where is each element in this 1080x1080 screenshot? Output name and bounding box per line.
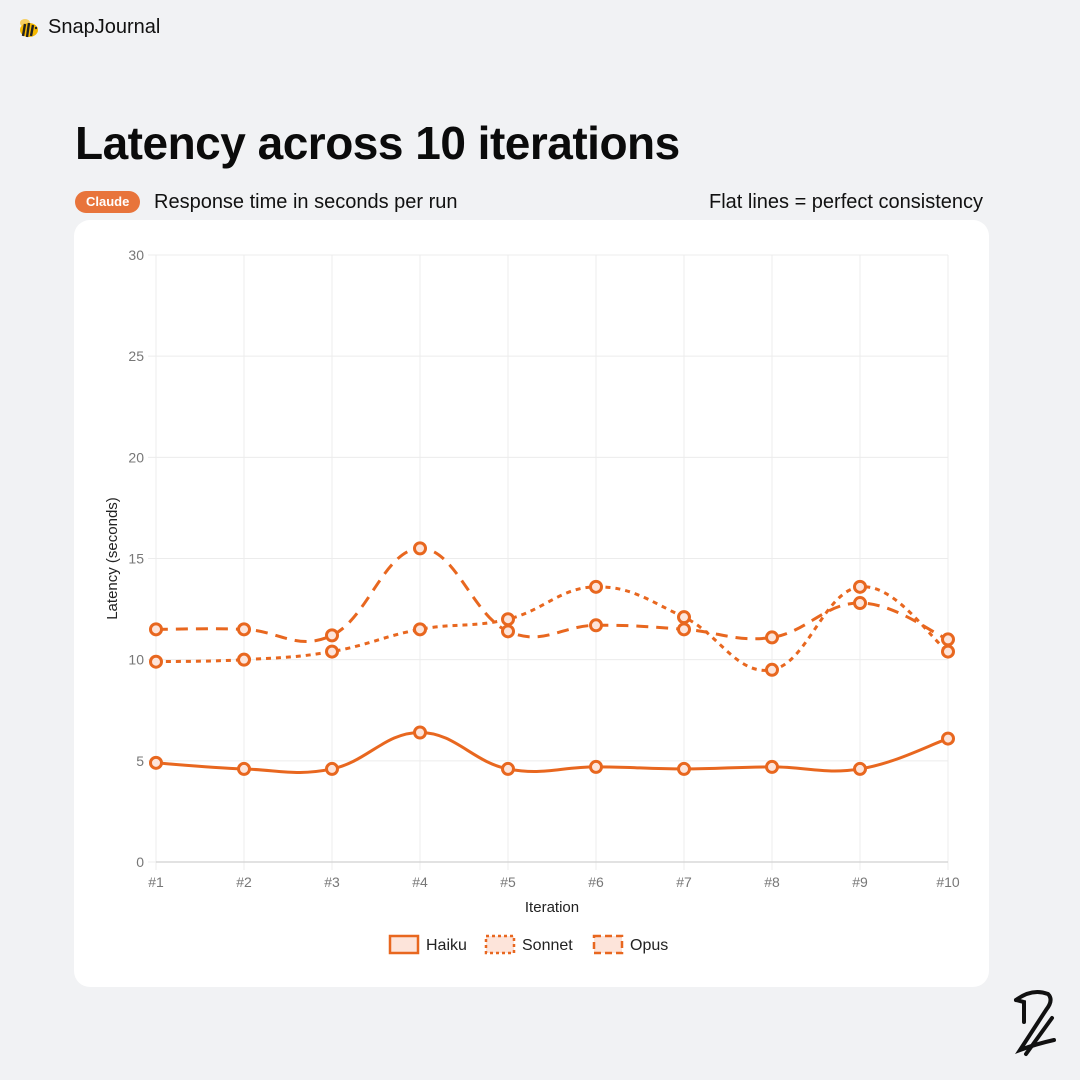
- data-point-sonnet: [149, 654, 163, 669]
- data-point-sonnet: [677, 610, 691, 625]
- y-tick-label: 15: [128, 551, 144, 567]
- data-point-haiku: [237, 761, 251, 776]
- data-point-sonnet: [853, 579, 867, 594]
- data-point-sonnet: [501, 612, 515, 627]
- x-tick-label: #9: [852, 874, 868, 890]
- x-axis-title: Iteration: [525, 899, 579, 916]
- x-tick-label: #3: [324, 874, 340, 890]
- data-point-sonnet: [413, 622, 427, 637]
- data-point-opus: [941, 632, 955, 647]
- data-point-haiku: [149, 755, 163, 770]
- data-point-sonnet: [765, 662, 779, 677]
- data-point-opus: [765, 630, 779, 645]
- x-tick-label: #4: [412, 874, 428, 890]
- y-tick-label: 20: [128, 449, 144, 465]
- data-point-opus: [501, 624, 515, 639]
- chart-note: Flat lines = perfect consistency: [708, 191, 983, 213]
- legend-swatch-haiku: [388, 934, 420, 955]
- data-point-opus: [325, 628, 339, 643]
- series-line-sonnet: [155, 585, 949, 672]
- data-point-sonnet: [325, 644, 339, 659]
- y-axis-title: Latency (seconds): [104, 497, 121, 620]
- bee-icon: [20, 18, 38, 37]
- series-line-opus: [155, 546, 949, 643]
- legend-label-sonnet: Sonnet: [522, 937, 573, 954]
- y-tick-label: 25: [128, 348, 144, 364]
- brand-name: SnapJournal: [48, 16, 161, 38]
- x-tick-label: #1: [148, 874, 164, 890]
- data-point-haiku: [589, 759, 603, 774]
- data-point-haiku: [413, 725, 427, 740]
- latency-line-chart: 0 5 10 15 20 25 30 #1 #2 #3 #4 #5 #6 #7 #8 #9 #10 Iterati…: [104, 247, 960, 955]
- data-point-opus: [589, 618, 603, 633]
- legend-label-opus: Opus: [630, 937, 668, 954]
- data-point-opus: [149, 622, 163, 637]
- data-point-opus: [853, 596, 867, 611]
- x-tick-label: #10: [936, 874, 960, 890]
- x-tick-label: #7: [676, 874, 692, 890]
- legend-swatch-opus: [592, 934, 624, 955]
- data-point-opus: [677, 622, 691, 637]
- data-point-opus: [237, 622, 251, 637]
- data-point-opus: [413, 541, 427, 556]
- data-point-haiku: [853, 761, 867, 776]
- brand: SnapJournal: [16, 16, 160, 39]
- data-point-haiku: [941, 731, 955, 746]
- data-point-sonnet: [589, 579, 603, 594]
- legend-swatch-sonnet: [484, 934, 516, 955]
- data-point-haiku: [765, 759, 779, 774]
- data-point-sonnet: [237, 652, 251, 667]
- x-tick-label: #2: [236, 874, 252, 890]
- x-tick-label: #5: [500, 874, 516, 890]
- x-tick-label: #6: [588, 874, 604, 890]
- x-tick-label: #8: [764, 874, 780, 890]
- data-point-haiku: [501, 761, 515, 776]
- series-line-haiku: [155, 731, 949, 774]
- y-tick-label: 0: [136, 854, 144, 870]
- data-point-sonnet: [941, 644, 955, 659]
- y-tick-label: 10: [128, 652, 144, 668]
- y-tick-label: 5: [136, 753, 144, 769]
- brand-logo-icon: [1014, 990, 1056, 1056]
- chart-card: 0 5 10 15 20 25 30 #1 #2 #3 #4 #5 #6 #7 #8 #9 #10 Iterati…: [74, 220, 989, 987]
- chart-subtitle: Response time in seconds per run: [154, 191, 458, 213]
- data-point-haiku: [325, 761, 339, 776]
- claude-badge: Claude: [75, 191, 141, 213]
- y-tick-label: 30: [128, 247, 144, 263]
- page-title: Latency across 10 iterations: [75, 117, 680, 169]
- data-point-haiku: [677, 761, 691, 776]
- legend-label-haiku: Haiku: [426, 937, 467, 954]
